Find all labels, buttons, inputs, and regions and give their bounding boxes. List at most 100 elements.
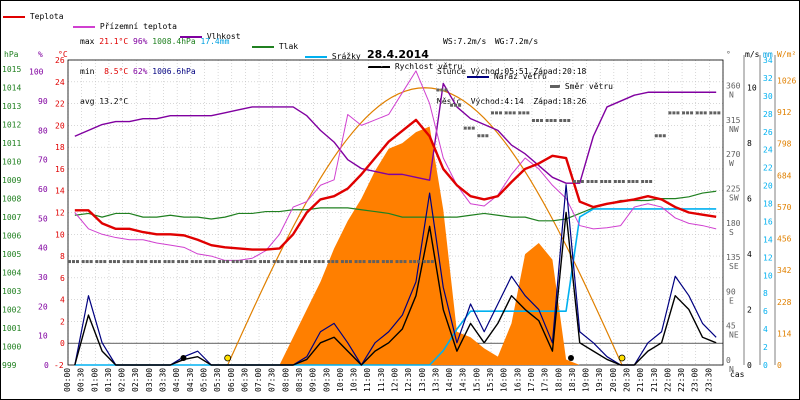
wind-dir-point — [99, 260, 103, 264]
wind-dir-point — [621, 180, 625, 183]
tick-label-time: 14:00 — [445, 368, 454, 392]
wind-dir-point — [635, 180, 639, 183]
wind-dir-point — [485, 134, 489, 138]
tick-label-time: 22:30 — [677, 368, 686, 392]
tick-label-time: 16:30 — [513, 368, 522, 392]
wind-dir-point — [85, 260, 89, 264]
unit-ms: m/s — [745, 50, 760, 59]
tick-label-pct: 80 — [38, 126, 48, 135]
tick-label-pct: 20 — [38, 302, 48, 311]
tick-label-pct: 40 — [38, 244, 48, 253]
tick-label-degc: 22 — [55, 100, 65, 109]
wind-dir-point — [409, 260, 413, 264]
tick-label-time: 00:30 — [77, 368, 86, 392]
wind-dir-point — [126, 260, 130, 264]
tick-label-hpa: 1012 — [2, 121, 21, 130]
legend-srazky: Srážky — [305, 52, 361, 62]
tick-label-wm2: 228 — [777, 298, 792, 307]
wind-dir-point — [580, 180, 584, 183]
tick-label-time: 05:00 — [199, 368, 208, 392]
tick-label-dir-deg: 315 — [726, 116, 741, 125]
tick-label-dir-deg: 360 — [726, 82, 741, 91]
wind-dir-point — [627, 180, 631, 183]
legend-swatch — [252, 45, 274, 48]
wind-dir-point — [331, 260, 335, 264]
wind-sun-block: WS:7.2m/s WG:7.2m/s Slunce Východ:05:51 … — [437, 37, 587, 106]
unit-mm: mm — [763, 50, 773, 59]
tick-label-wm2: 456 — [777, 235, 792, 244]
wind-dir-point — [535, 119, 539, 122]
wind-dir-point — [218, 260, 222, 264]
tick-label-time: 20:30 — [622, 368, 631, 392]
wind-dir-point — [194, 260, 198, 264]
tick-label-dir-deg: 45 — [726, 322, 736, 331]
tick-label-time: 23:00 — [691, 368, 700, 392]
tick-label-hpa: 1011 — [2, 139, 21, 148]
wind-dir-point — [467, 126, 471, 130]
wind-dir-point — [641, 180, 645, 183]
wind-dir-point — [140, 260, 144, 264]
tick-label-pct: 70 — [38, 156, 48, 165]
wind-dir-point — [586, 180, 590, 183]
tick-label-degc: 2 — [60, 317, 65, 326]
tick-label-time: 06:30 — [240, 368, 249, 392]
tick-label-dir-name: E — [729, 296, 734, 305]
wind-dir-point — [668, 111, 672, 115]
tick-label-time: 09:00 — [309, 368, 318, 392]
wind-dir-point — [491, 111, 495, 115]
tick-label-degc: 8 — [60, 252, 65, 261]
tick-label-time: 01:30 — [104, 368, 113, 392]
tick-label-wm2: 342 — [777, 266, 792, 275]
wind-dir-point — [385, 260, 389, 264]
tick-label-time: 09:30 — [322, 368, 331, 392]
legend-swatch — [180, 35, 202, 38]
wind-dir-point — [717, 111, 721, 115]
tick-label-dir-name: NE — [729, 331, 739, 340]
tick-label-time: 08:00 — [281, 368, 290, 392]
tick-label-pct: 60 — [38, 185, 48, 194]
wind-dir-point — [436, 88, 440, 92]
legend-swatch — [305, 55, 327, 58]
tick-label-dir-deg: 0 — [726, 356, 731, 365]
tick-label-time: 10:00 — [336, 368, 345, 392]
tick-label-mm: 0 — [763, 361, 768, 370]
tick-label-time: 02:30 — [131, 368, 140, 392]
sunrise-marker — [224, 354, 232, 362]
wind-dir-point — [567, 119, 571, 122]
wind-dir-point — [259, 260, 263, 264]
legend-tlak: Tlak — [252, 42, 298, 52]
tick-label-hpa: 1004 — [2, 269, 21, 278]
wind-dir-point — [658, 134, 662, 138]
wind-dir-point — [381, 260, 385, 264]
legend-swatch — [467, 75, 489, 78]
tick-label-hpa: 1009 — [2, 176, 21, 185]
wind-dir-point — [559, 119, 563, 122]
wind-dir-point — [335, 260, 339, 264]
wind-dir-point — [185, 260, 189, 264]
tick-label-hpa: 1015 — [2, 65, 21, 74]
tick-label-time: 00:00 — [63, 368, 72, 392]
tick-label-pct: 0 — [44, 361, 49, 370]
tick-label-hpa: 1005 — [2, 250, 21, 259]
unit-deg: ° — [726, 50, 731, 59]
tick-label-dir-name: S — [729, 228, 734, 237]
tick-label-mm: 10 — [763, 271, 773, 280]
tick-label-mm: 30 — [763, 92, 773, 101]
tick-label-time: 05:30 — [213, 368, 222, 392]
wind-dir-point — [321, 260, 325, 264]
tick-label-hpa: 1008 — [2, 195, 21, 204]
tick-label-mm: 12 — [763, 253, 773, 262]
wind-dir-point — [662, 134, 666, 138]
chart-title: 28.4.2014 — [367, 48, 429, 61]
tick-label-dir-deg: 90 — [726, 287, 736, 296]
tick-label-time: 22:00 — [663, 368, 672, 392]
moonset-marker — [567, 355, 574, 361]
wind-dir-point — [280, 260, 284, 264]
tick-label-time: 16:00 — [500, 368, 509, 392]
stats-avg-row: avg 13.2°C — [80, 97, 129, 106]
stats-max-row: max 21.1°C 96% 1008.4hPa 17.4mm — [80, 37, 230, 46]
tick-label-dir-deg: 180 — [726, 219, 741, 228]
solar-theoretical-line — [227, 87, 623, 366]
tick-label-degc: 18 — [55, 143, 65, 152]
